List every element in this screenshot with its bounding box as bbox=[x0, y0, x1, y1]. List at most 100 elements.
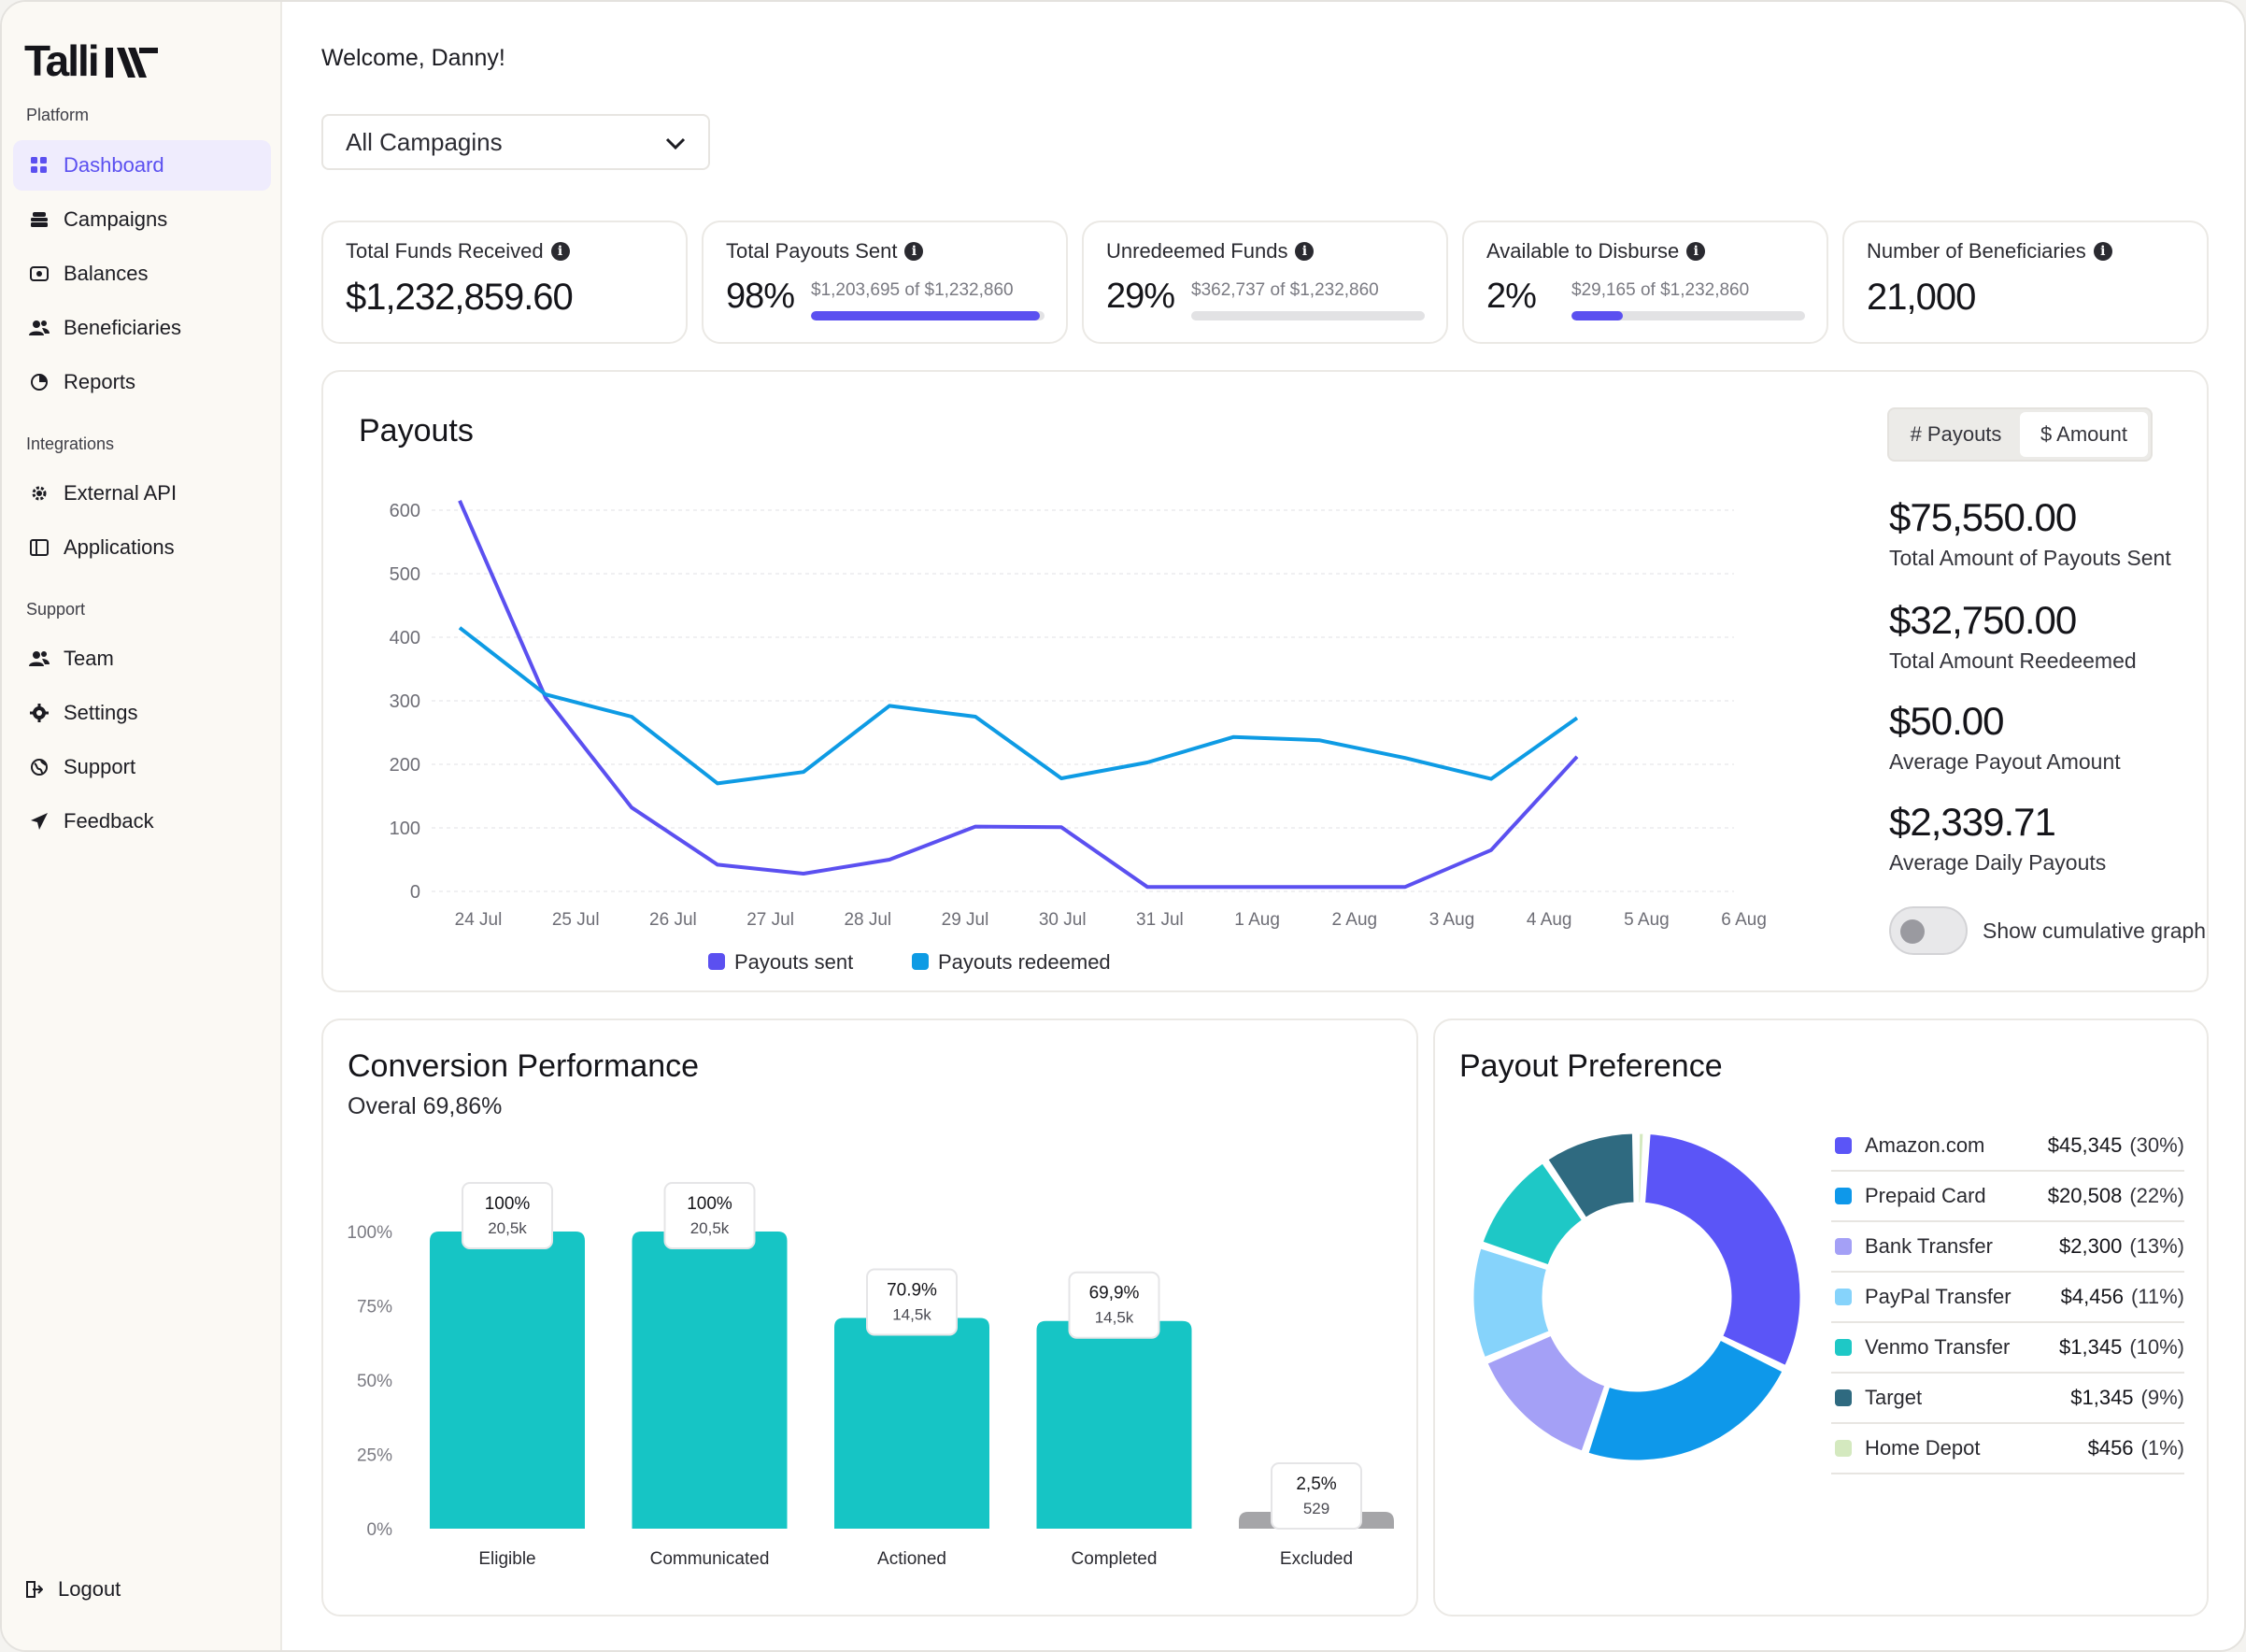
logout-label: Logout bbox=[58, 1577, 121, 1601]
stat-subtext: $1,203,695 of $1,232,860 bbox=[811, 280, 1014, 300]
data-label-box bbox=[462, 1182, 553, 1249]
logout-button[interactable]: Logout bbox=[7, 1564, 265, 1615]
sidebar-item-balances[interactable]: Balances bbox=[13, 249, 271, 299]
payout-preference-panel: Payout Preference Amazon.com $45,345 (30%)… bbox=[1433, 1018, 2209, 1616]
legend-amount: $20,508 bbox=[2047, 1184, 2123, 1207]
sidebar-item-label: Support bbox=[64, 755, 136, 778]
sidebar-item-dashboard[interactable]: Dashboard bbox=[13, 140, 271, 191]
settings-icon bbox=[26, 704, 52, 722]
sidebar-item-feedback[interactable]: Feedback bbox=[13, 796, 271, 847]
kpi-average-daily-label: Average Daily Payouts bbox=[1889, 850, 2107, 875]
legend-swatch bbox=[1835, 1389, 1852, 1406]
bar-eligible bbox=[430, 1232, 585, 1529]
sidebar-item-applications[interactable]: Applications bbox=[13, 522, 271, 573]
stat-subtext: $29,165 of $1,232,860 bbox=[1571, 280, 1750, 300]
x-tick-label: 27 Jul bbox=[746, 910, 794, 930]
sidebar-item-external-api[interactable]: External API bbox=[13, 468, 271, 519]
data-label-count: 14,5k bbox=[1095, 1309, 1134, 1327]
pie-icon bbox=[26, 373, 52, 392]
data-label-percent: 100% bbox=[485, 1194, 531, 1214]
x-tick-label: 5 Aug bbox=[1624, 910, 1670, 930]
series-line-payouts-sent bbox=[458, 500, 1579, 890]
legend-swatch bbox=[1835, 1289, 1852, 1305]
data-label-box bbox=[663, 1182, 756, 1249]
legend-label: Payouts redeemed bbox=[938, 950, 1111, 974]
stat-card-available: Available to Disburse i 2% $29,165 of $1,… bbox=[1462, 221, 1828, 344]
toggle-amount-payouts[interactable]: $ Amount bbox=[2020, 412, 2148, 457]
sidebar-item-label: Feedback bbox=[64, 809, 154, 833]
x-tick-label: 28 Jul bbox=[844, 910, 891, 930]
legend-percent: (10%) bbox=[2129, 1335, 2184, 1359]
window-icon bbox=[26, 539, 52, 556]
sidebar-item-settings[interactable]: Settings bbox=[13, 688, 271, 738]
brand-logo[interactable]: Talli bbox=[24, 36, 160, 86]
info-icon[interactable]: i bbox=[1295, 242, 1315, 261]
payouts-line-chart: 0 100 200 300 400 500 600 24 Jul 25 Jul 26 Jul 27 … bbox=[390, 500, 1767, 974]
sidebar-item-label: Balances bbox=[64, 262, 149, 285]
sidebar-item-label: Reports bbox=[64, 370, 136, 393]
brand-mark-icon bbox=[105, 48, 158, 78]
sidebar-item-campaigns[interactable]: Campaigns bbox=[13, 194, 271, 245]
sidebar-item-beneficiaries[interactable]: Beneficiaries bbox=[13, 303, 271, 353]
donut-slice-bank-transfer bbox=[1485, 1332, 1608, 1454]
x-tick-label: 6 Aug bbox=[1721, 910, 1767, 930]
sidebar-item-support[interactable]: Support bbox=[13, 742, 271, 792]
x-tick-label: Excluded bbox=[1280, 1549, 1353, 1569]
switch-knob bbox=[1900, 919, 1925, 944]
y-tick-label: 25% bbox=[357, 1446, 392, 1466]
info-icon[interactable]: i bbox=[904, 242, 924, 261]
stat-card-beneficiaries: Number of Beneficiaries i 21,000 bbox=[1842, 221, 2209, 344]
progress-fill bbox=[811, 311, 1040, 320]
series-line-payouts-redeemed bbox=[458, 626, 1579, 786]
x-tick-label: 25 Jul bbox=[552, 910, 600, 930]
y-tick-label: 100 bbox=[390, 819, 420, 839]
stat-card-total-funds: Total Funds Received i $1,232,859.60 bbox=[321, 221, 688, 344]
y-tick-label: 300 bbox=[390, 691, 420, 712]
x-tick-label: 29 Jul bbox=[942, 910, 989, 930]
legend-label: PayPal Transfer bbox=[1865, 1285, 2011, 1308]
sidebar-item-team[interactable]: Team bbox=[13, 634, 271, 684]
legend-percent: (30%) bbox=[2129, 1133, 2184, 1157]
legend-item: Venmo Transfer $1,345 (10%) bbox=[1831, 1323, 2184, 1374]
legend-amount: $4,456 bbox=[2060, 1285, 2124, 1308]
legend-item: Prepaid Card $20,508 (22%) bbox=[1831, 1172, 2184, 1222]
legend-percent: (11%) bbox=[2130, 1285, 2184, 1308]
stat-subtext: $362,737 of $1,232,860 bbox=[1191, 280, 1379, 300]
stack-icon bbox=[26, 211, 52, 228]
y-tick-label: 600 bbox=[390, 501, 420, 521]
legend-swatch bbox=[1835, 1440, 1852, 1457]
stat-percent: 29% bbox=[1106, 277, 1175, 316]
stat-card-unredeemed: Unredeemed Funds i 29% $362,737 of $1,232… bbox=[1082, 221, 1448, 344]
info-icon[interactable]: i bbox=[550, 242, 570, 261]
stat-title: Total Payouts Sent bbox=[726, 239, 898, 263]
data-label-count: 14,5k bbox=[892, 1306, 931, 1324]
sidebar-item-label: Settings bbox=[64, 701, 138, 724]
legend-item: Target $1,345 (9%) bbox=[1831, 1374, 2184, 1424]
legend-item: Amazon.com $45,345 (30%) bbox=[1831, 1121, 2184, 1172]
stat-title: Unredeemed Funds bbox=[1106, 239, 1288, 263]
y-tick-label: 0% bbox=[367, 1520, 393, 1540]
legend-amount: $1,345 bbox=[2059, 1335, 2123, 1359]
y-tick-label: 0 bbox=[410, 882, 420, 903]
bar-communicated bbox=[632, 1232, 788, 1529]
x-tick-label: 2 Aug bbox=[1331, 910, 1377, 930]
donut-slice-home-depot bbox=[1636, 1131, 1646, 1205]
stat-percent: 98% bbox=[726, 277, 795, 316]
campaign-select-value: All Campagins bbox=[346, 127, 503, 156]
legend-label: Target bbox=[1865, 1386, 1923, 1409]
kpi-total-sent-value: $75,550.00 bbox=[1889, 495, 2077, 539]
info-icon[interactable]: i bbox=[2093, 242, 2112, 261]
cumulative-graph-switch[interactable] bbox=[1889, 906, 1968, 955]
campaign-select[interactable]: All Campagins bbox=[321, 114, 710, 170]
conversion-panel: Conversion Performance Overal 69,86% 0% 2… bbox=[321, 1018, 1418, 1616]
section-label-platform: Platform bbox=[26, 106, 90, 124]
info-icon[interactable]: i bbox=[1686, 242, 1706, 261]
legend-label: Home Depot bbox=[1865, 1436, 1981, 1460]
x-tick-label: Communicated bbox=[650, 1549, 770, 1569]
sidebar-item-reports[interactable]: Reports bbox=[13, 357, 271, 407]
x-tick-label: 26 Jul bbox=[649, 910, 697, 930]
toggle-count-payouts[interactable]: # Payouts bbox=[1910, 422, 2002, 446]
legend-swatch bbox=[1835, 1339, 1852, 1356]
legend-item: Home Depot $456 (1%) bbox=[1831, 1424, 2184, 1474]
chevron-down-icon bbox=[665, 128, 686, 157]
